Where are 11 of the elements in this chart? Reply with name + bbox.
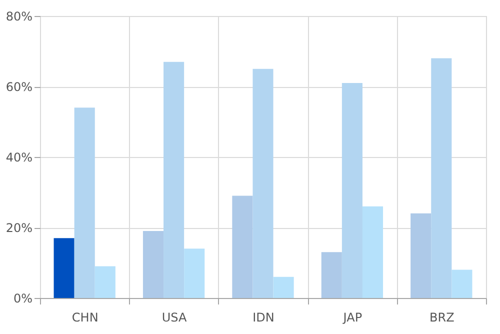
y-tick-label: 80% [6, 10, 32, 24]
y-tick-label: 60% [6, 80, 32, 94]
y-tick-label: 40% [6, 150, 32, 164]
x-tick-label: IDN [252, 310, 274, 324]
x-tick-label: JAP [342, 310, 362, 324]
x-tick-label: BRZ [430, 310, 454, 324]
bar [54, 238, 74, 298]
y-tick-label: 20% [6, 221, 32, 235]
y-tick-label: 0% [13, 292, 32, 306]
x-tick-label: CHN [72, 310, 98, 324]
x-tick-label: USA [162, 310, 188, 324]
